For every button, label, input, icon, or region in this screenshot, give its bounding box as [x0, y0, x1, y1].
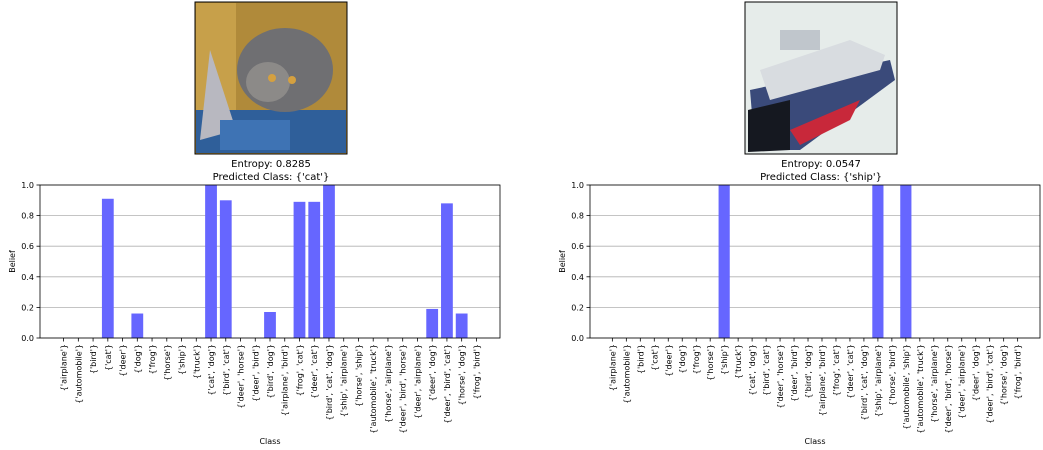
- x-tick-label: {'horse'}: [706, 344, 715, 381]
- x-tick-label: {'frog'}: [148, 344, 157, 374]
- bar: [718, 185, 730, 338]
- bar: [131, 313, 144, 338]
- x-tick-label: {'ship'}: [720, 344, 729, 375]
- bar: [101, 198, 114, 338]
- x-tick-label: {'ship', 'airplane'}: [340, 344, 349, 417]
- x-tick-label: {'deer', 'bird', 'horse'}: [399, 344, 408, 434]
- x-tick-label: {'horse', 'airplane'}: [930, 344, 939, 423]
- y-tick-label: 0.2: [21, 303, 34, 312]
- x-tick-label: {'deer', 'horse'}: [237, 344, 246, 409]
- y-axis-label: Belief: [558, 250, 567, 273]
- y-tick-label: 0.8: [571, 212, 584, 221]
- y-tick-label: 0.0: [571, 334, 584, 343]
- x-tick-label: {'cat'}: [104, 344, 113, 371]
- x-tick-label: {'horse'}: [163, 344, 172, 381]
- x-tick-label: {'horse', 'bird'}: [888, 344, 897, 406]
- x-tick-label: {'frog', 'cat'}: [832, 344, 841, 396]
- bar: [205, 185, 217, 338]
- x-tick-label: {'automobile', 'ship'}: [902, 344, 911, 430]
- x-tick-label: {'frog', 'bird'}: [1014, 344, 1023, 400]
- x-tick-label: {'dog'}: [133, 344, 142, 374]
- x-tick-label: {'deer', 'bird', 'cat'}: [986, 344, 995, 424]
- x-tick-label: {'automobile'}: [622, 344, 631, 404]
- x-tick-label: {'deer', 'airplane'}: [413, 344, 422, 419]
- bar: [426, 308, 439, 338]
- x-tick-label: {'horse', 'ship'}: [354, 344, 363, 407]
- x-tick-label: {'deer', 'bird'}: [790, 344, 799, 402]
- x-tick-label: {'deer', 'airplane'}: [958, 344, 967, 419]
- x-axis-label: Class: [259, 437, 280, 446]
- y-tick-label: 0.2: [571, 303, 584, 312]
- x-tick-label: {'deer', 'cat'}: [310, 344, 319, 399]
- x-tick-label: {'cat', 'dog'}: [207, 344, 216, 396]
- x-tick-label: {'deer', 'bird', 'horse'}: [944, 344, 953, 434]
- chart-subtitle: Predicted Class: {'cat'}: [213, 172, 330, 183]
- x-tick-label: {'airplane'}: [608, 344, 617, 391]
- bar: [900, 185, 912, 338]
- x-tick-label: {'deer', 'bird', 'cat'}: [443, 344, 452, 424]
- bar: [455, 313, 468, 338]
- x-tick-label: {'truck'}: [734, 344, 743, 379]
- x-tick-label: {'deer'}: [119, 344, 128, 377]
- chart-subtitle: Predicted Class: {'ship'}: [760, 172, 882, 183]
- y-tick-label: 0.0: [21, 334, 34, 343]
- bar: [441, 203, 453, 338]
- x-tick-label: {'deer', 'horse'}: [776, 344, 785, 409]
- chart-title: Entropy: 0.8285: [231, 159, 311, 170]
- x-tick-label: {'frog', 'bird'}: [472, 344, 481, 400]
- x-tick-label: {'automobile', 'truck'}: [369, 344, 378, 434]
- y-tick-label: 0.4: [21, 273, 34, 282]
- x-tick-label: {'cat', 'dog'}: [748, 344, 757, 396]
- x-tick-label: {'bird', 'cat'}: [762, 344, 771, 396]
- x-tick-label: {'horse', 'airplane'}: [384, 344, 393, 423]
- bar: [308, 201, 321, 338]
- x-tick-label: {'automobile', 'truck'}: [916, 344, 925, 434]
- x-tick-label: {'deer', 'cat'}: [846, 344, 855, 399]
- y-tick-label: 0.6: [21, 242, 34, 251]
- y-tick-label: 1.0: [21, 181, 34, 190]
- axes-frame: [589, 184, 1041, 339]
- bar: [323, 185, 335, 338]
- input-image: [194, 1, 348, 155]
- x-tick-label: {'airplane', 'bird'}: [281, 344, 290, 416]
- x-tick-label: {'frog', 'cat'}: [295, 344, 304, 396]
- bar: [264, 311, 276, 338]
- x-tick-label: {'dog'}: [678, 344, 687, 374]
- y-axis-label: Belief: [8, 250, 17, 273]
- x-tick-label: {'bird'}: [636, 344, 645, 374]
- x-tick-label: {'horse', 'dog'}: [1000, 344, 1009, 405]
- y-tick-label: 0.6: [571, 242, 584, 251]
- x-tick-label: {'bird'}: [89, 344, 98, 374]
- axes-frame: [39, 184, 501, 339]
- x-tick-label: {'frog'}: [692, 344, 701, 374]
- x-tick-label: {'airplane'}: [60, 344, 69, 391]
- x-tick-label: {'ship'}: [178, 344, 187, 375]
- bar: [293, 201, 306, 338]
- x-tick-label: {'bird', 'dog'}: [266, 344, 275, 399]
- x-tick-label: {'deer', 'bird'}: [251, 344, 260, 402]
- bar: [219, 200, 232, 338]
- chart-title: Entropy: 0.0547: [781, 159, 861, 170]
- x-tick-label: {'horse', 'dog'}: [458, 344, 467, 405]
- x-tick-label: {'airplane', 'bird'}: [818, 344, 827, 416]
- x-axis-label: Class: [804, 437, 825, 446]
- x-tick-label: {'truck'}: [192, 344, 201, 379]
- x-tick-label: {'bird', 'cat'}: [222, 344, 231, 396]
- bar: [872, 185, 884, 338]
- y-tick-label: 0.4: [571, 273, 584, 282]
- x-tick-label: {'cat'}: [650, 344, 659, 371]
- x-tick-label: {'ship', 'airplane'}: [874, 344, 883, 417]
- y-tick-label: 0.8: [21, 212, 34, 221]
- input-image: [744, 1, 898, 155]
- x-tick-label: {'deer'}: [664, 344, 673, 377]
- x-tick-label: {'deer', 'dog'}: [428, 344, 437, 401]
- x-tick-label: {'deer', 'dog'}: [972, 344, 981, 401]
- x-tick-label: {'bird', 'cat', 'dog'}: [860, 344, 869, 421]
- x-tick-label: {'bird', 'dog'}: [804, 344, 813, 399]
- x-tick-label: {'bird', 'cat', 'dog'}: [325, 344, 334, 421]
- y-tick-label: 1.0: [571, 181, 584, 190]
- x-tick-label: {'automobile'}: [74, 344, 83, 404]
